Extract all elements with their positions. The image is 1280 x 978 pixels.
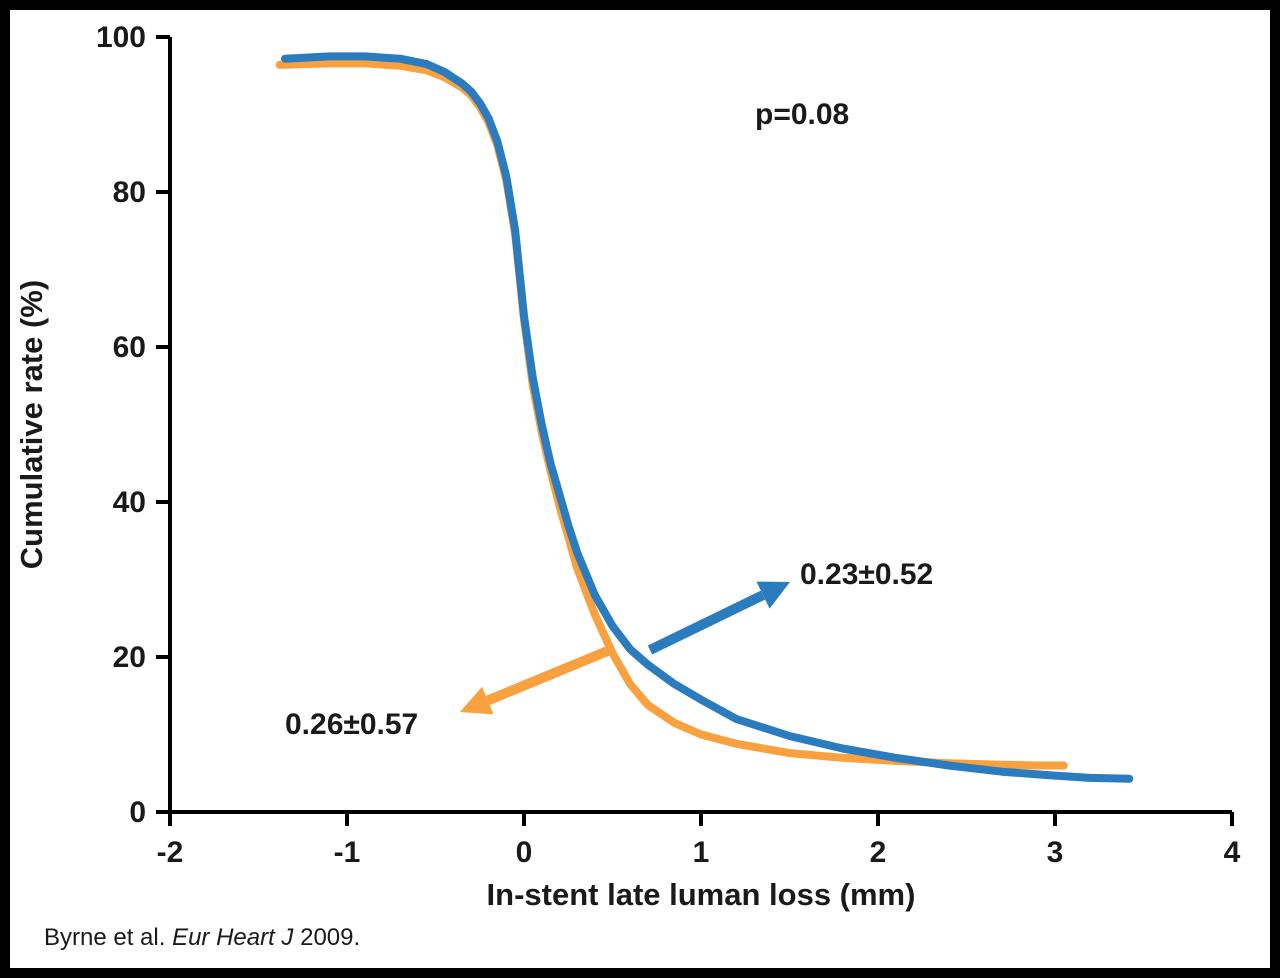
y-tick-label: 100 (96, 21, 146, 54)
arrow-line-orange-curve (485, 645, 612, 706)
arrow-head-orange-curve (460, 686, 494, 715)
series-orange-curve (275, 59, 1068, 770)
x-tick-label: -2 (157, 836, 184, 869)
y-tick-label: 80 (113, 176, 146, 209)
x-tick-label: 4 (1224, 836, 1241, 869)
y-tick-label: 60 (113, 331, 146, 364)
citation-prefix: Byrne et al. (44, 924, 173, 951)
y-tick-label: 20 (113, 641, 146, 674)
x-tick-label: 2 (870, 836, 887, 869)
citation-journal: Eur Heart J (172, 924, 294, 951)
y-tick-label: 40 (113, 486, 146, 519)
series-value-label-1: 0.26±0.57 (285, 708, 418, 741)
p-value-annotation: p=0.08 (755, 98, 849, 131)
y-axis-label: Cumulative rate (%) (14, 280, 49, 569)
x-tick-label: -1 (334, 836, 361, 869)
citation-suffix: 2009. (293, 924, 361, 951)
y-tick-label: 0 (129, 796, 146, 829)
citation: Byrne et al. Eur Heart J 2009. (44, 924, 360, 952)
x-tick-label: 1 (693, 836, 710, 869)
series-value-label-0: 0.23±0.52 (800, 558, 933, 591)
series-blue-curve (281, 52, 1134, 783)
arrow-head-blue-curve (756, 581, 790, 609)
x-tick-label: 3 (1047, 836, 1064, 869)
arrow-line-blue-curve (647, 590, 766, 655)
x-axis-label: In-stent late luman loss (mm) (487, 877, 916, 912)
x-tick-label: 0 (516, 836, 533, 869)
